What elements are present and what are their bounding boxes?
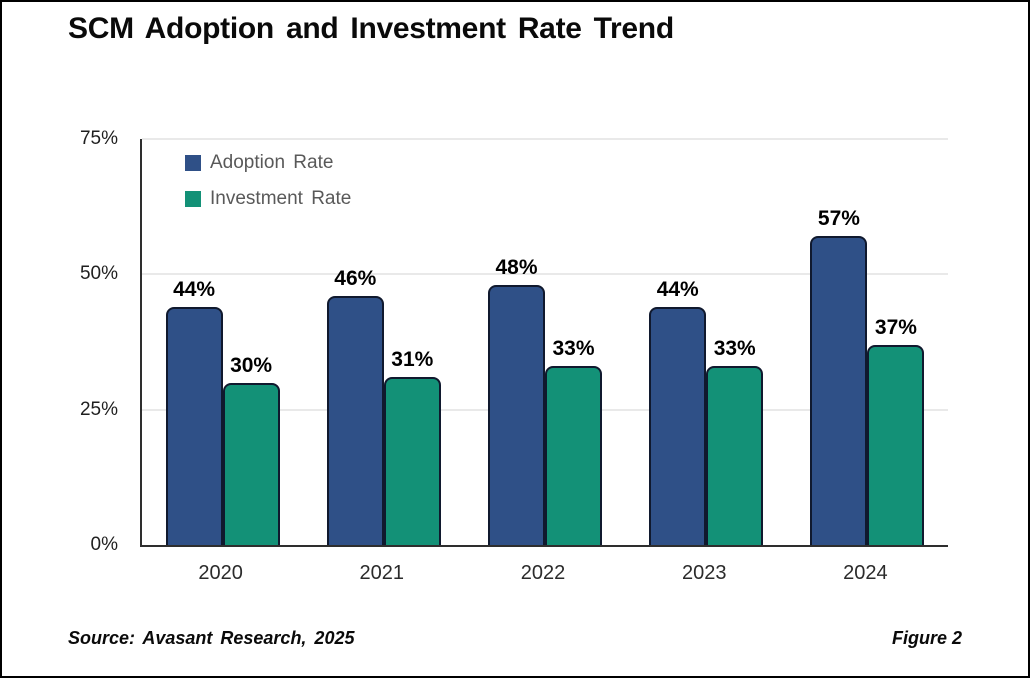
y-axis-tick-75: 75% xyxy=(79,128,118,149)
bar-group-2022: 48% 33% xyxy=(464,139,625,545)
x-tick-label-2024: 2024 xyxy=(843,562,888,584)
bar-adoption-rate-2024: 57% xyxy=(810,207,868,545)
bar-investment-rate-2021: 31% xyxy=(383,348,441,545)
chart-legend: Adoption Rate Investment Rate xyxy=(185,152,351,224)
legend-label-investment: Investment Rate xyxy=(210,188,352,209)
bar-value-label: 30% xyxy=(230,353,273,377)
bar-value-label: 33% xyxy=(552,337,595,361)
bar-group-2020: 44% 30% xyxy=(142,139,303,545)
bar-value-label: 57% xyxy=(817,207,860,231)
bar-group-2023: 44% 33% xyxy=(626,139,787,545)
plot-area: 44% 30% 46% 31% 48% 33% 44% 33% 57% 37% xyxy=(140,138,948,547)
bar-group-2021: 46% 31% xyxy=(303,139,464,545)
chart-title: SCM Adoption and Investment Rate Trend xyxy=(68,12,674,45)
gridline-75 xyxy=(142,138,948,140)
bar-investment-rate-2022: 33% xyxy=(545,337,602,545)
x-tick-label-2023: 2023 xyxy=(681,562,727,584)
figure-number: Figure 2 xyxy=(891,628,962,648)
x-tick-label-2022: 2022 xyxy=(520,562,566,584)
y-axis-tick-50: 50% xyxy=(79,263,118,284)
adoption-swatch-icon xyxy=(185,155,201,171)
bar-value-label: 31% xyxy=(391,348,434,372)
bar-groups: 44% 30% 46% 31% 48% 33% 44% 33% 57% 37% xyxy=(142,139,948,545)
investment-swatch-icon xyxy=(185,191,201,207)
bar-value-label: 37% xyxy=(874,315,917,339)
bar-adoption-rate-2020: 44% xyxy=(165,278,223,545)
legend-item-adoption: Adoption Rate xyxy=(185,152,351,174)
bar-value-label: 48% xyxy=(495,256,538,280)
x-tick-label-2021: 2021 xyxy=(359,562,405,584)
bar-value-label: 44% xyxy=(173,277,216,301)
source-note: Source: Avasant Research, 2025 xyxy=(68,628,355,648)
x-axis-labels: 2020 2021 2022 2023 2024 xyxy=(140,562,946,585)
y-axis-tick-25: 25% xyxy=(79,399,118,420)
bar-adoption-rate-2023: 44% xyxy=(649,278,707,545)
bar-group-2024: 57% 37% xyxy=(787,139,948,545)
bar-adoption-rate-2022: 48% xyxy=(488,256,545,545)
bar-value-label: 44% xyxy=(656,277,699,301)
bar-investment-rate-2023: 33% xyxy=(706,337,764,545)
bar-investment-rate-2020: 30% xyxy=(222,354,280,545)
bar-adoption-rate-2021: 46% xyxy=(326,267,384,545)
bar-value-label: 46% xyxy=(334,267,377,290)
bar-investment-rate-2024: 37% xyxy=(867,316,925,545)
bar-value-label: 33% xyxy=(713,337,756,361)
legend-label-adoption: Adoption Rate xyxy=(210,152,334,173)
y-axis-tick-0: 0% xyxy=(90,534,118,555)
gridline-50 xyxy=(142,273,948,275)
legend-item-investment: Investment Rate xyxy=(185,188,351,210)
x-tick-label-2020: 2020 xyxy=(198,562,243,584)
